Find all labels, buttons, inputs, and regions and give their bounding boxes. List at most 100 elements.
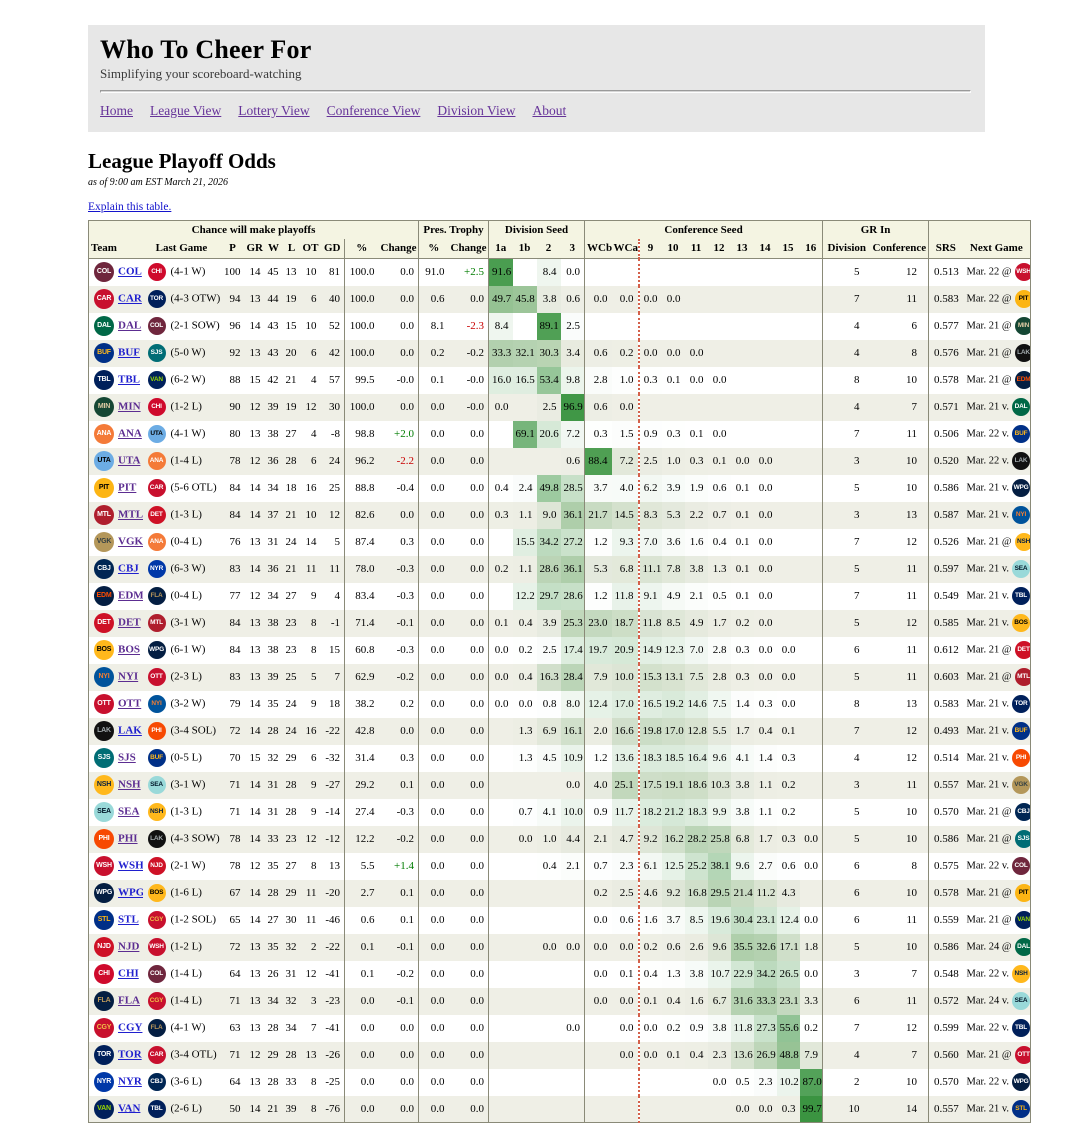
- table-row-tbl: TBL TBL VAN (6-2 W) 88 15 42 21 4 57 99.5 -0.0 0.1 -0…: [89, 366, 1031, 394]
- next-game-cell: Mar. 21 @ MIN: [963, 313, 1031, 340]
- cell-gr_conf: 11: [906, 914, 918, 926]
- team-link-min[interactable]: MIN: [118, 400, 141, 413]
- cell-c12: [708, 340, 731, 367]
- team-link-njd[interactable]: NJD: [118, 940, 140, 953]
- bos-opponent-logo-icon: BOS: [147, 884, 166, 902]
- cell-w: 35: [267, 941, 279, 953]
- next-game-cell: Mar. 24 @ DAL: [963, 934, 1031, 961]
- cell-p: 64: [229, 968, 241, 980]
- nyi-team-logo-icon: NYI: [94, 667, 114, 687]
- cell-po_chg: 0.0: [400, 293, 414, 305]
- last-game-result: (1-4 L): [170, 967, 202, 980]
- table-row-col: COL COL CHI (4-1 W) 100 14 45 13 10 81 100.0 0.0 91.…: [89, 258, 1031, 286]
- team-link-ana[interactable]: ANA: [118, 427, 142, 440]
- cell-pt_pct: 0.0: [418, 1041, 449, 1069]
- cell-s1b: 1.1: [518, 509, 533, 521]
- cell-wcb: [584, 258, 612, 286]
- team-link-pit[interactable]: PIT: [118, 481, 137, 494]
- cell-wcb: 4.0: [584, 771, 612, 799]
- team-link-tbl[interactable]: TBL: [118, 373, 141, 386]
- team-link-cgy[interactable]: CGY: [118, 1021, 143, 1034]
- cell-s1b: [513, 934, 537, 961]
- nav-link-lottery-view[interactable]: Lottery View: [238, 103, 310, 118]
- team-link-ott[interactable]: OTT: [118, 697, 142, 710]
- table-row-vgk: VGK VGK ANA (0-4 L) 76 13 31 24 14 5 87.4 0.3 0.0 0.0…: [89, 528, 1031, 556]
- cell-gr: 12: [249, 1049, 261, 1061]
- team-link-cbj[interactable]: CBJ: [118, 562, 139, 575]
- team-link-bos[interactable]: BOS: [118, 643, 141, 656]
- nsh-opponent-logo-icon: NSH: [147, 803, 166, 821]
- cell-pt_chg: 0.0: [470, 752, 484, 764]
- det-team-logo-icon: DET: [94, 613, 114, 633]
- nav-link-division-view[interactable]: Division View: [437, 103, 516, 118]
- cell-c14: 27.3: [753, 1014, 777, 1042]
- nav-link-league-view[interactable]: League View: [150, 103, 222, 118]
- team-link-wsh[interactable]: WSH: [118, 859, 143, 872]
- cell-c11: 4.9: [684, 609, 708, 637]
- col-header-last: Last Game: [142, 238, 221, 259]
- team-link-uta[interactable]: UTA: [118, 454, 141, 467]
- cell-c11: 0.3: [689, 455, 704, 467]
- cell-po_pct: 96.2: [344, 447, 379, 475]
- team-link-tor[interactable]: TOR: [118, 1048, 142, 1061]
- nav-link-home[interactable]: Home: [100, 103, 133, 118]
- cell-s1b: 0.2: [518, 644, 533, 656]
- team-link-nyi[interactable]: NYI: [118, 670, 139, 683]
- team-link-chi[interactable]: CHI: [118, 967, 139, 980]
- team-link-vgk[interactable]: VGK: [118, 535, 143, 548]
- last-game-cell: CAR (5-6 OTL): [143, 475, 221, 502]
- cell-s3: [561, 988, 585, 1015]
- team-link-edm[interactable]: EDM: [118, 589, 143, 602]
- cell-gr: 13: [249, 644, 261, 656]
- team-link-nyr[interactable]: NYR: [118, 1075, 142, 1088]
- nav-link-about[interactable]: About: [532, 103, 567, 118]
- team-link-van[interactable]: VAN: [118, 1102, 141, 1115]
- cell-po_chg: -0.2: [396, 671, 414, 683]
- team-cell: COL COL: [89, 259, 143, 286]
- team-link-buf[interactable]: BUF: [118, 346, 140, 359]
- cell-c15: 55.6: [776, 1014, 800, 1042]
- cell-c11: [685, 1069, 708, 1096]
- group-header-blank: [928, 220, 1031, 239]
- team-link-dal[interactable]: DAL: [118, 319, 142, 332]
- cell-po_pct: 83.4: [344, 582, 379, 610]
- cell-gd: -41: [325, 968, 340, 980]
- team-cell: EDM EDM: [89, 583, 143, 610]
- cell-po_pct: 71.4: [344, 609, 379, 637]
- team-link-sea[interactable]: SEA: [118, 805, 140, 818]
- team-link-sjs[interactable]: SJS: [118, 751, 136, 764]
- cell-pt_chg: -0.0: [466, 374, 484, 386]
- cell-c12: 0.1: [712, 455, 727, 467]
- team-link-lak[interactable]: LAK: [118, 724, 142, 737]
- cell-gr_conf: 11: [906, 563, 918, 575]
- team-link-mtl[interactable]: MTL: [118, 508, 143, 521]
- cell-pt_chg: 0.0: [470, 455, 484, 467]
- cell-pt_pct: 0.0: [418, 717, 449, 745]
- cell-gd: -32: [325, 752, 340, 764]
- team-link-col[interactable]: COL: [118, 265, 142, 278]
- next-game-text: Mar. 21 v.: [966, 482, 1010, 494]
- cell-wcb: 12.4: [584, 690, 612, 718]
- cell-srs: 0.514: [928, 744, 963, 772]
- cell-c10: 3.7: [662, 907, 685, 934]
- nav-link-conference-view[interactable]: Conference View: [326, 103, 421, 118]
- cell-c11: 1.9: [689, 482, 704, 494]
- cell-srs: 0.548: [928, 960, 963, 988]
- group-header-chance-will-make-playoffs: Chance will make playoffs: [88, 220, 419, 239]
- team-link-fla[interactable]: FLA: [118, 994, 140, 1007]
- explain-table-link[interactable]: Explain this table.: [88, 201, 172, 213]
- cell-p: 100: [224, 266, 241, 279]
- team-link-car[interactable]: CAR: [118, 292, 142, 305]
- cell-wca: 0.0: [619, 995, 634, 1007]
- last-game-cell: NYI (3-2 W): [143, 691, 221, 718]
- cell-c11: 0.4: [689, 1049, 704, 1061]
- cell-wca: 2.5: [612, 880, 639, 907]
- team-link-stl[interactable]: STL: [118, 913, 139, 926]
- team-link-det[interactable]: DET: [118, 616, 141, 629]
- team-link-nsh[interactable]: NSH: [118, 778, 141, 791]
- cell-c11: 14.6: [684, 690, 708, 718]
- col-header-pt_chg: Change: [448, 238, 489, 259]
- team-link-wpg[interactable]: WPG: [118, 886, 143, 899]
- team-link-phi[interactable]: PHI: [118, 832, 138, 845]
- cell-c10: 9.2: [661, 879, 685, 907]
